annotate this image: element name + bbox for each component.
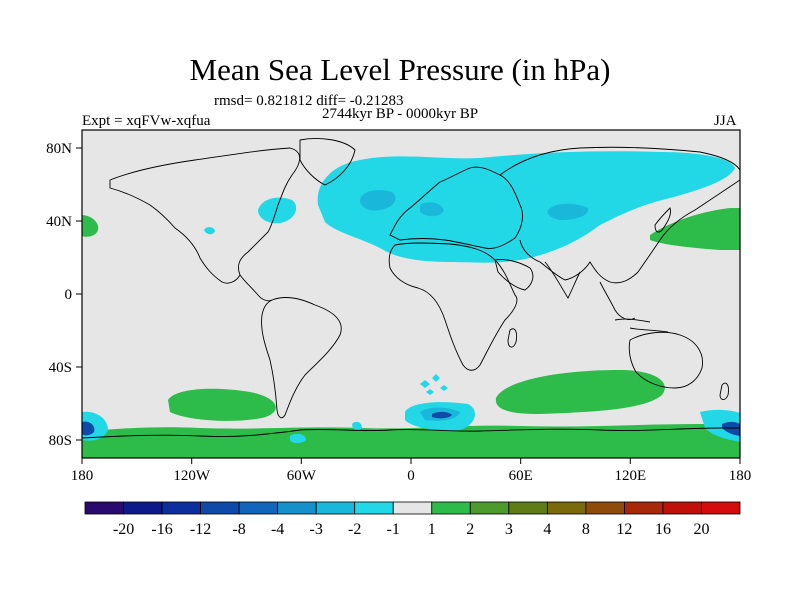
colorbar-label: -4 <box>271 521 284 538</box>
anomaly-central-asia <box>547 203 589 220</box>
anomaly-small-patch <box>204 227 215 235</box>
colorbar-label: 4 <box>543 521 551 538</box>
colorbar-label: -12 <box>190 521 211 538</box>
colorbar-label: 20 <box>693 521 709 538</box>
colorbar-label: 12 <box>616 521 632 538</box>
lat-tick-80n: 80N <box>46 141 72 157</box>
colorbar-swatch <box>624 501 664 515</box>
anomaly-europe <box>420 202 444 217</box>
lat-tick-40s: 40S <box>49 360 72 376</box>
lon-tick-60w: 60W <box>287 468 317 484</box>
colorbar-swatch <box>277 501 317 515</box>
lon-tick-120w: 120W <box>173 468 211 484</box>
colorbar-label: 3 <box>505 521 513 538</box>
colorbar-swatch <box>200 501 240 515</box>
colorbar-swatch <box>431 501 471 515</box>
colorbar-label: -20 <box>113 521 134 538</box>
anomaly-diamond-3 <box>426 389 434 395</box>
coast-africa <box>388 242 518 371</box>
anomaly-amundsen <box>290 433 306 443</box>
colorbar-swatch <box>546 501 587 515</box>
colorbar-label: 16 <box>655 521 671 538</box>
lat-tick-40n: 40N <box>46 214 72 230</box>
colorbar-label: -3 <box>310 521 323 538</box>
colorbar-swatch <box>123 501 163 515</box>
anomaly-diamond-2 <box>432 374 440 382</box>
anomaly-scotia <box>352 421 362 431</box>
colorbar-label: 2 <box>466 521 474 538</box>
coast-antarctica <box>82 427 740 439</box>
colorbar-swatch <box>469 501 510 515</box>
lon-tick-60e: 60E <box>509 468 533 484</box>
coastlines <box>82 138 740 439</box>
anomaly-north-atlantic-eurasia <box>317 151 735 263</box>
lon-tick-0: 0 <box>407 468 415 484</box>
anomaly-antarctic-ring <box>82 424 740 458</box>
colorbar <box>84 501 741 515</box>
coast-indonesia <box>614 318 669 333</box>
coast-south-america <box>261 297 342 419</box>
colorbar-label: 8 <box>582 521 590 538</box>
coast-madagascar <box>507 328 518 348</box>
coast-australia <box>628 331 703 389</box>
period-text: 2744kyr BP - 0000kyr BP <box>322 106 479 122</box>
anomaly-field <box>82 151 740 458</box>
colorbar-label: -1 <box>387 521 400 538</box>
colorbar-label: 1 <box>428 521 436 538</box>
experiment-label: Expt = xqFVw-xqfua <box>82 113 211 129</box>
coast-central-america <box>239 274 273 302</box>
colorbar-swatch <box>662 501 702 515</box>
coast-japan <box>654 207 671 233</box>
anomaly-north-america-east <box>258 197 297 224</box>
anomaly-south-pacific-high <box>168 388 276 421</box>
lon-tick-120e: 120E <box>614 468 646 484</box>
anomaly-diamond-4 <box>440 385 448 391</box>
map-title: Mean Sea Level Pressure (in hPa) <box>189 52 611 87</box>
lat-tick-80s: 80S <box>49 433 72 449</box>
coast-europe <box>389 166 523 249</box>
anomaly-iceland-low <box>360 190 396 211</box>
anomaly-dateline-edge <box>82 215 99 237</box>
season-label: JJA <box>714 113 737 129</box>
colorbar-swatch <box>392 501 433 515</box>
colorbar-swatch <box>701 501 741 515</box>
colorbar-swatch <box>238 501 279 515</box>
anomaly-north-pacific <box>650 208 740 250</box>
lon-tick-180-east: 180 <box>729 468 752 484</box>
lon-tick-180-west: 180 <box>71 468 94 484</box>
coast-arabia <box>494 259 534 291</box>
colorbar-swatch <box>585 501 625 515</box>
colorbar-label: -16 <box>151 521 172 538</box>
coast-north-america <box>109 147 301 284</box>
anomaly-diamond-1 <box>420 380 430 388</box>
anomaly-indian-ocean-high <box>495 370 665 414</box>
anomaly-dateline-south-east-core <box>722 421 740 436</box>
coast-new-zealand <box>719 382 729 400</box>
stats-text: rmsd= 0.821812 diff= -0.21283 <box>214 93 404 109</box>
colorbar-labels: -20 -16 -12 -8 -4 -3 -2 -1 1 2 3 4 8 12 16 20 <box>113 521 710 538</box>
colorbar-label: -2 <box>348 521 361 538</box>
anomaly-dateline-south-west-core <box>82 421 95 436</box>
colorbar-swatch <box>84 501 124 515</box>
anomaly-dateline-south-east <box>700 409 740 442</box>
coast-india <box>544 261 581 299</box>
colorbar-label: -8 <box>232 521 245 538</box>
coast-greenland <box>299 138 356 186</box>
coast-asia <box>499 146 740 284</box>
anomaly-south-atlantic-deep <box>432 411 452 419</box>
axis-ticks <box>76 147 741 464</box>
colorbar-swatch <box>354 501 394 515</box>
colorbar-swatch <box>508 501 548 515</box>
colorbar-swatch <box>161 501 201 515</box>
lat-tick-0: 0 <box>65 287 73 303</box>
colorbar-swatch <box>315 501 356 515</box>
